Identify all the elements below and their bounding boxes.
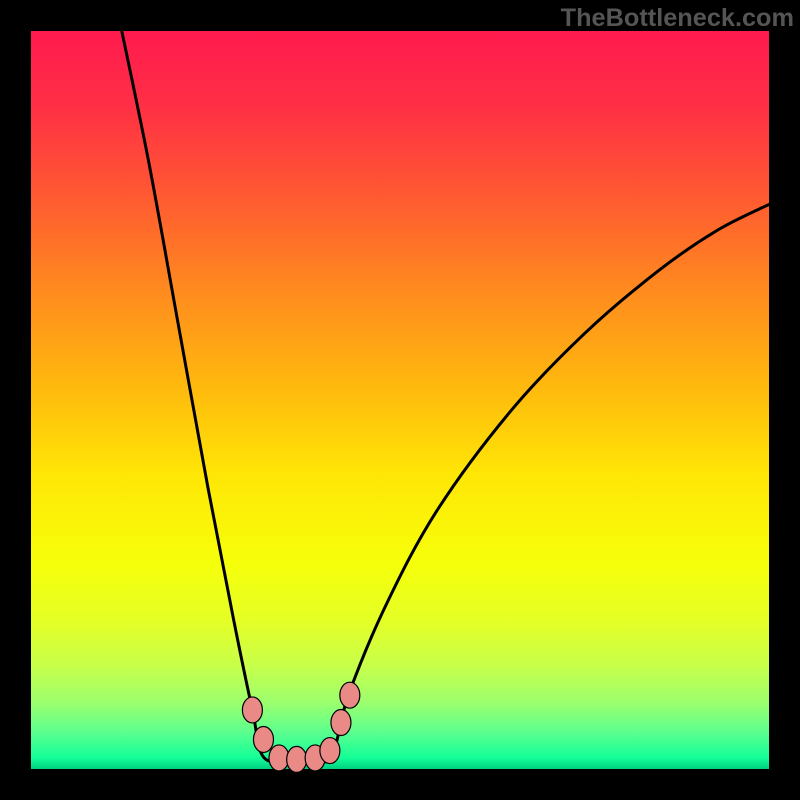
- plot-background: [31, 31, 769, 769]
- curve-marker: [320, 738, 340, 764]
- curve-marker: [242, 697, 262, 723]
- curve-marker: [253, 726, 273, 752]
- bottleneck-chart: [0, 0, 800, 800]
- curve-marker: [287, 746, 307, 772]
- chart-container: TheBottleneck.com: [0, 0, 800, 800]
- curve-marker: [269, 745, 289, 771]
- watermark-text: TheBottleneck.com: [561, 4, 794, 33]
- curve-marker: [340, 682, 360, 708]
- curve-marker: [331, 710, 351, 736]
